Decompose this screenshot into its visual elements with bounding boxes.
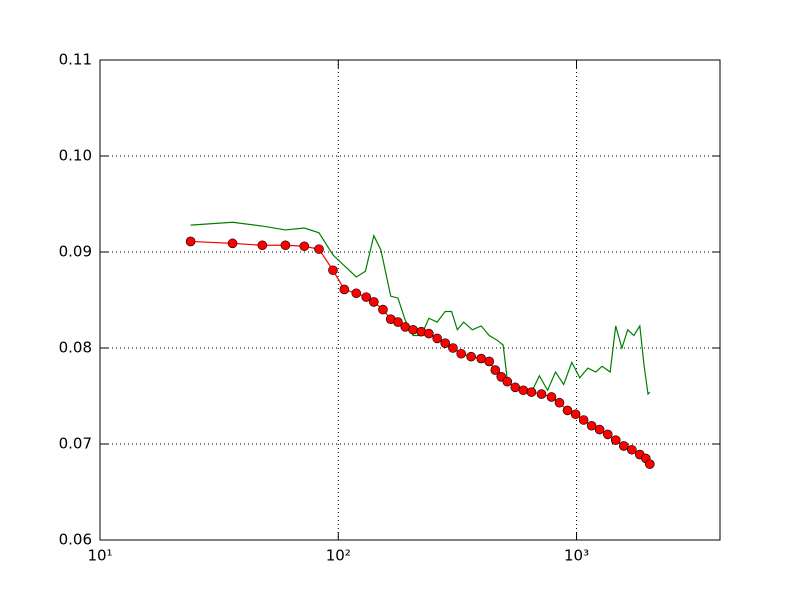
y-tick-label: 0.07 — [59, 435, 92, 453]
data-point — [502, 376, 513, 387]
data-point — [554, 397, 565, 408]
data-point — [490, 365, 501, 375]
y-tick-label: 0.08 — [59, 339, 92, 357]
data-point — [314, 244, 324, 254]
x-tick-label: 10² — [326, 547, 351, 565]
data-point — [448, 343, 458, 353]
data-point — [432, 333, 442, 344]
x-tick-label: 10¹ — [87, 547, 112, 565]
x-tick-label: 10³ — [564, 547, 589, 565]
y-tick-label: 0.11 — [59, 51, 92, 69]
data-point — [378, 304, 388, 315]
data-point — [351, 288, 362, 299]
series-line — [190, 221, 651, 396]
data-point — [562, 405, 573, 416]
data-point — [610, 435, 621, 445]
data-point — [393, 317, 403, 327]
data-point — [440, 338, 450, 349]
data-point — [227, 238, 238, 249]
data-point — [518, 385, 529, 396]
data-point — [578, 415, 589, 425]
data-point — [627, 444, 637, 455]
data-point — [328, 265, 338, 276]
data-point — [456, 348, 466, 359]
data-point — [510, 382, 521, 393]
data-point — [280, 240, 291, 251]
data-point — [546, 392, 557, 402]
y-tick-label: 0.10 — [59, 147, 92, 165]
data-point — [185, 236, 196, 247]
data-point — [618, 441, 629, 451]
data-point — [408, 324, 418, 335]
data-point — [594, 424, 605, 435]
data-point — [645, 459, 655, 469]
data-point — [586, 420, 597, 431]
y-tick-label: 0.06 — [59, 531, 92, 549]
data-point — [424, 328, 434, 339]
data-point — [602, 429, 613, 440]
data-point — [484, 356, 495, 367]
data-point — [526, 387, 537, 397]
data-point — [536, 389, 547, 399]
y-tick-label: 0.09 — [59, 243, 92, 261]
data-point — [257, 240, 268, 251]
data-point — [476, 353, 487, 364]
data-point — [339, 284, 350, 295]
data-point — [361, 292, 372, 302]
data-point — [369, 297, 379, 307]
data-point — [570, 409, 581, 420]
plot-frame — [99, 59, 721, 541]
data-point — [299, 241, 310, 252]
data-point — [466, 351, 476, 362]
